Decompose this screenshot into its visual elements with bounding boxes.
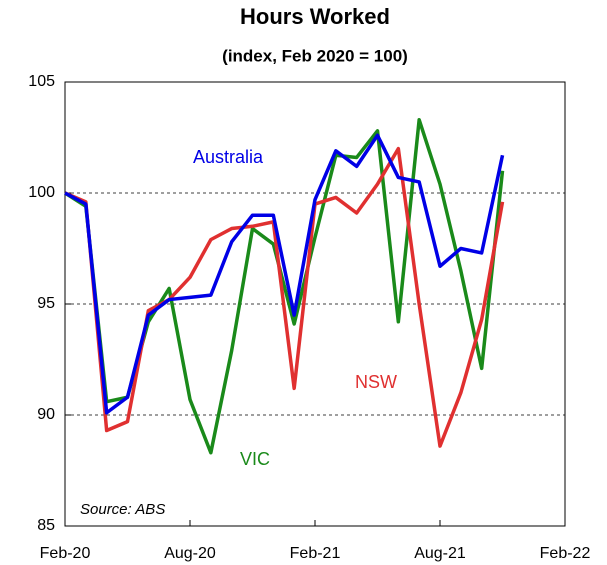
x-tick-label: Aug-20 bbox=[164, 545, 216, 562]
x-tick-label: Feb-20 bbox=[40, 545, 91, 562]
x-tick-label: Aug-21 bbox=[414, 545, 466, 562]
chart-subtitle: (index, Feb 2020 = 100) bbox=[222, 46, 408, 65]
y-tick-label: 85 bbox=[37, 517, 55, 534]
annotation: VIC bbox=[240, 449, 270, 469]
y-tick-label: 105 bbox=[28, 73, 55, 90]
x-tick-label: Feb-22 bbox=[540, 545, 591, 562]
annotation: NSW bbox=[355, 372, 397, 392]
annotation: Australia bbox=[193, 147, 264, 167]
plot-frame bbox=[64, 81, 566, 527]
x-tick-label: Feb-21 bbox=[290, 545, 341, 562]
series-line bbox=[64, 133, 505, 415]
series-line bbox=[64, 146, 505, 448]
y-tick-label: 90 bbox=[37, 406, 55, 423]
y-tick-label: 95 bbox=[37, 295, 55, 312]
annotation: Source: ABS bbox=[80, 501, 165, 518]
chart-title: Hours Worked bbox=[240, 4, 390, 29]
y-tick-label: 100 bbox=[28, 184, 55, 201]
